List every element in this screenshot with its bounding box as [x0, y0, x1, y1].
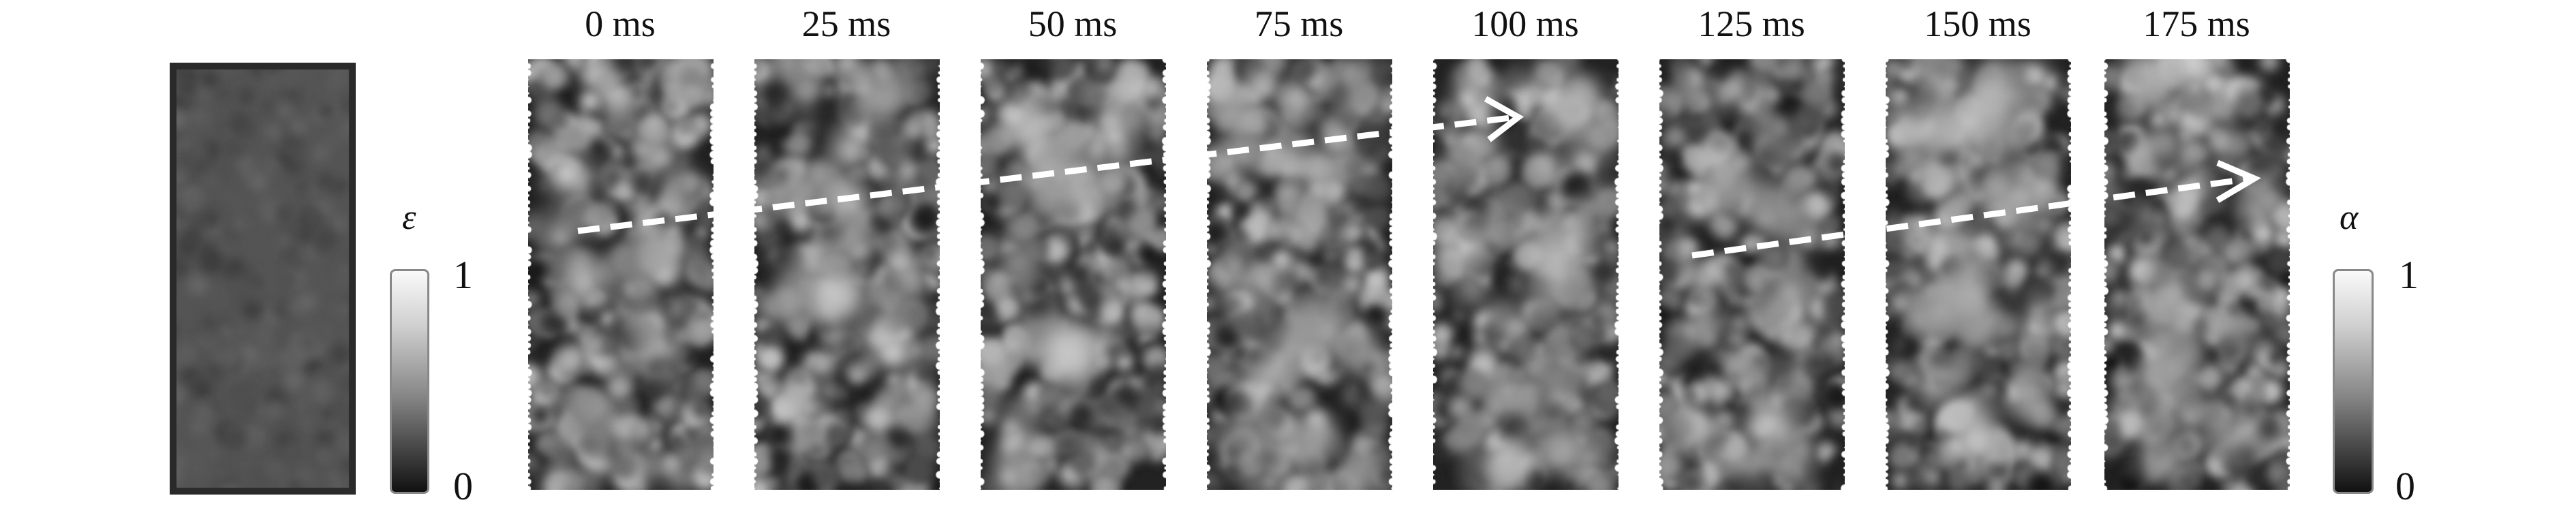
- saturation-frame-5: [1659, 59, 1845, 490]
- saturation-frame-1: [754, 59, 940, 490]
- saturation-frame-2: [981, 59, 1166, 490]
- frame-time-label: 175 ms: [2143, 3, 2250, 44]
- saturation-frame-4: [1433, 59, 1619, 490]
- frame-time-label: 150 ms: [1924, 3, 2031, 44]
- dashed-arrow-2-head: [2215, 159, 2261, 203]
- frame-time-label: 0 ms: [585, 3, 656, 44]
- frame-time-label: 50 ms: [1028, 3, 1118, 44]
- dashed-arrow-2-line: [1691, 175, 2252, 259]
- dashed-arrow-1-head: [1484, 96, 1524, 142]
- frame-time-label: 100 ms: [1471, 3, 1579, 44]
- alpha-colorbar: [2333, 269, 2374, 494]
- frame-time-label: 125 ms: [1698, 3, 1805, 44]
- epsilon-colorbar-min: 0: [453, 464, 473, 508]
- frame-time-label: 25 ms: [801, 3, 891, 44]
- reference-porosity-panel: [170, 63, 356, 495]
- saturation-frame-7: [2104, 59, 2290, 490]
- frame-time-label: 75 ms: [1254, 3, 1344, 44]
- epsilon-colorbar: [390, 269, 429, 494]
- saturation-frame-3: [1207, 59, 1392, 490]
- epsilon-colorbar-max: 1: [453, 253, 473, 297]
- alpha-colorbar-max: 1: [2399, 253, 2419, 297]
- saturation-frame-0: [528, 59, 714, 490]
- dashed-arrow-1-line: [577, 114, 1517, 234]
- saturation-frame-6: [1886, 59, 2071, 490]
- alpha-colorbar-min: 0: [2395, 464, 2415, 508]
- alpha-symbol: α: [2340, 198, 2359, 237]
- epsilon-symbol: ε: [402, 198, 416, 237]
